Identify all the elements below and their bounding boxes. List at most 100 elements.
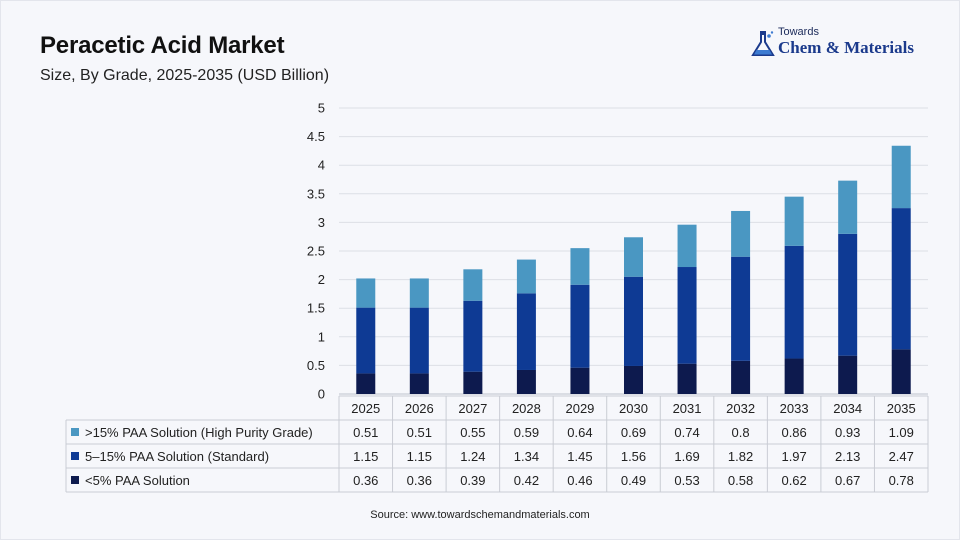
bar-segment [356, 278, 376, 308]
bar-segment [838, 180, 858, 234]
y-tick-label: 5 [318, 101, 325, 116]
y-tick-label: 1 [318, 329, 325, 344]
bar-segment [409, 278, 429, 308]
table-cell: 0.86 [781, 425, 806, 440]
brand-logo: Towards Chem & Materials [748, 26, 938, 62]
bar-segment [356, 373, 376, 394]
x-tick-label: 2035 [887, 401, 916, 416]
x-tick-label: 2029 [565, 401, 594, 416]
bar-segment [356, 307, 376, 374]
table-cell: 0.8 [732, 425, 750, 440]
table-cell: 0.78 [889, 473, 914, 488]
legend-label: 5–15% PAA Solution (Standard) [85, 449, 269, 464]
table-cell: 0.64 [567, 425, 592, 440]
table-cell: 0.51 [407, 425, 432, 440]
legend-swatch [71, 476, 79, 484]
logo-main-text: Chem & Materials [778, 38, 914, 57]
x-tick-label: 2034 [833, 401, 862, 416]
y-tick-label: 3.5 [307, 186, 325, 201]
y-tick-label: 1.5 [307, 301, 325, 316]
bar-segment [677, 224, 697, 268]
y-tick-label: 4.5 [307, 129, 325, 144]
bar-segment [731, 360, 751, 394]
table-cell: 0.69 [621, 425, 646, 440]
bar-segment [784, 358, 804, 394]
y-tick-label: 0.5 [307, 358, 325, 373]
bar-segment [891, 208, 911, 350]
bar-segment [570, 367, 590, 394]
table-cell: 1.34 [514, 449, 539, 464]
table-cell: 0.59 [514, 425, 539, 440]
x-tick-label: 2030 [619, 401, 648, 416]
table-cell: 1.45 [567, 449, 592, 464]
table-cell: 2.13 [835, 449, 860, 464]
flask-icon [751, 31, 775, 56]
x-tick-label: 2031 [673, 401, 702, 416]
chart-title: Peracetic Acid Market [40, 32, 285, 59]
table-cell: 1.24 [460, 449, 485, 464]
y-tick-label: 0 [318, 387, 325, 402]
bar-segment [409, 307, 429, 374]
bar-segment [463, 300, 483, 372]
bar-segment [516, 259, 536, 294]
bar-segment [570, 284, 590, 368]
bar-segment [570, 248, 590, 285]
table-cell: 1.15 [407, 449, 432, 464]
bar-segment [409, 373, 429, 394]
x-tick-label: 2033 [780, 401, 809, 416]
bar-segment [463, 371, 483, 394]
table-cell: 0.67 [835, 473, 860, 488]
x-tick-label: 2032 [726, 401, 755, 416]
bar-segment [624, 237, 643, 277]
x-tick-label: 2027 [458, 401, 487, 416]
bar-segment [624, 365, 643, 394]
legend-label: >15% PAA Solution (High Purity Grade) [85, 425, 313, 440]
x-tick-label: 2026 [405, 401, 434, 416]
bar-segment [891, 349, 911, 394]
logo-top-text: Towards [778, 26, 819, 38]
table-cell: 0.39 [460, 473, 485, 488]
table-cell: 0.62 [781, 473, 806, 488]
table-cell: 1.15 [353, 449, 378, 464]
bar-segment [516, 369, 536, 394]
bar-segment [677, 363, 697, 394]
table-cell: 0.49 [621, 473, 646, 488]
y-tick-label: 4 [318, 158, 325, 173]
table-cell: 0.53 [674, 473, 699, 488]
bar-segment [731, 210, 751, 257]
table-cell: 0.74 [674, 425, 699, 440]
bar-segment [838, 233, 858, 356]
x-tick-label: 2028 [512, 401, 541, 416]
table-cell: 0.55 [460, 425, 485, 440]
table-cell: 0.46 [567, 473, 592, 488]
y-tick-label: 3 [318, 215, 325, 230]
table-cell: 1.09 [889, 425, 914, 440]
bar-segment [891, 145, 911, 209]
y-tick-label: 2 [318, 272, 325, 287]
table-cell: 1.56 [621, 449, 646, 464]
table-cell: 0.51 [353, 425, 378, 440]
bar-segment [463, 269, 483, 301]
legend-label: <5% PAA Solution [85, 473, 190, 488]
table-cell: 0.42 [514, 473, 539, 488]
table-cell: 0.36 [407, 473, 432, 488]
table-cell: 0.36 [353, 473, 378, 488]
legend-swatch [71, 428, 79, 436]
y-tick-label: 2.5 [307, 244, 325, 259]
bar-segment [516, 293, 536, 370]
table-cell: 1.69 [674, 449, 699, 464]
legend-swatch [71, 452, 79, 460]
source-note: Source: www.towardschemandmaterials.com [370, 509, 590, 521]
table-cell: 0.93 [835, 425, 860, 440]
bar-segment [731, 256, 751, 361]
x-tick-label: 2025 [351, 401, 380, 416]
bar-segment [677, 267, 697, 364]
table-cell: 1.82 [728, 449, 753, 464]
bar-segment [784, 196, 804, 246]
chart-subtitle: Size, By Grade, 2025-2035 (USD Billion) [40, 67, 330, 84]
table-cell: 2.47 [889, 449, 914, 464]
table-cell: 0.58 [728, 473, 753, 488]
bar-segment [838, 355, 858, 394]
bar-segment [624, 276, 643, 366]
